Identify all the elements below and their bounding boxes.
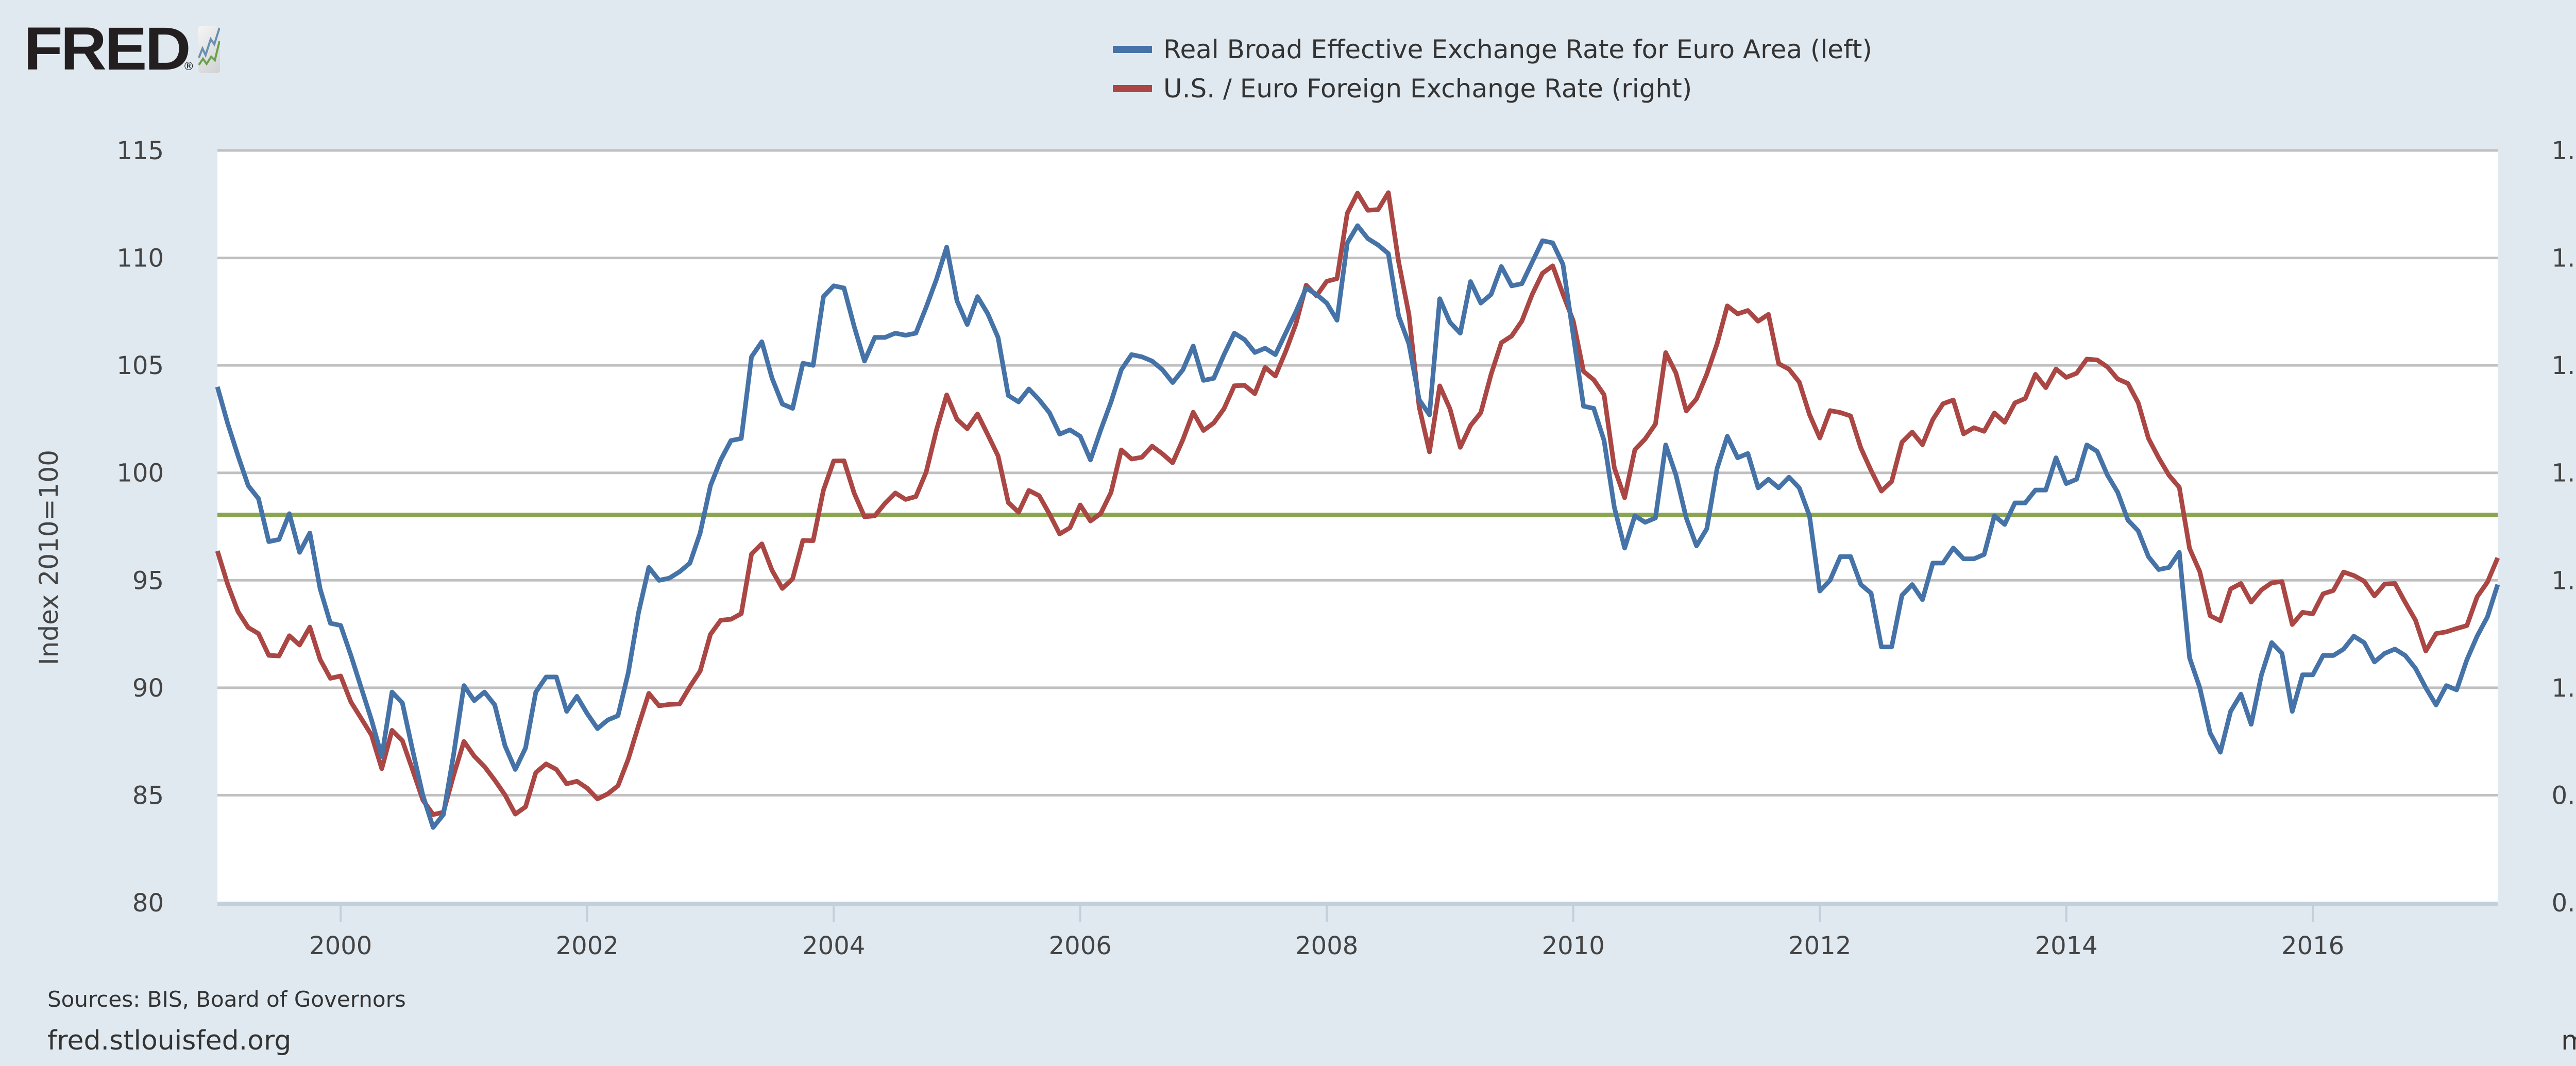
sources-note: Sources: BIS, Board of Governors	[47, 987, 406, 1012]
x-axis-tick-label: 2008	[1295, 932, 1358, 960]
left-axis-tick-label: 80	[132, 889, 164, 918]
chart-legend: Real Broad Effective Exchange Rate for E…	[1113, 30, 1872, 108]
right-axis-tick-label: 0.875	[2552, 781, 2576, 810]
right-axis-tick-label: 0.750	[2552, 889, 2576, 918]
x-axis-tick-label: 2012	[1788, 932, 1851, 960]
right-axis-ticks: 0.750 0.875 1.000 1.125 1.250 1.375 1.500 1.625	[2552, 137, 2576, 918]
gridlines	[217, 149, 2498, 797]
left-axis-tick-label: 115	[116, 137, 164, 165]
right-axis-tick-label: 1.250	[2552, 459, 2576, 488]
right-axis-tick-label: 1.500	[2552, 244, 2576, 273]
legend-swatch-blue	[1113, 46, 1152, 53]
left-axis-tick-label: 100	[116, 459, 164, 488]
plot-area	[217, 150, 2498, 903]
registered-mark: ®	[183, 60, 195, 73]
x-axis-tick-label: 2006	[1049, 932, 1112, 960]
legend-label: Real Broad Effective Exchange Rate for E…	[1163, 35, 1872, 64]
x-axis-tick-label: 2000	[309, 932, 372, 960]
fred-logo[interactable]: FRED ®	[24, 15, 221, 83]
series-line-us-euro-rate	[215, 190, 2500, 817]
left-axis-tick-label: 85	[132, 781, 164, 810]
left-axis-title: Index 2010=100	[34, 450, 64, 665]
series-line-real-broad-eer	[215, 223, 2500, 830]
left-axis-tick-label: 95	[132, 566, 164, 595]
line-chart-icon	[198, 26, 221, 73]
right-axis-tick-label: 1.375	[2552, 351, 2576, 380]
legend-item-left-series[interactable]: Real Broad Effective Exchange Rate for E…	[1113, 30, 1872, 69]
left-axis-ticks: 80 85 90 95 100 105 110 115	[116, 137, 164, 918]
x-axis-tick-label: 2014	[2035, 932, 2098, 960]
x-axis-tick-label: 2010	[1542, 932, 1605, 960]
short-link[interactable]: myf.red/g/fr7z	[2561, 1025, 2576, 1056]
site-link[interactable]: fred.stlouisfed.org	[47, 1025, 292, 1056]
right-axis-tick-label: 1.125	[2552, 566, 2576, 595]
x-axis-ticks: 2000 2002 2004 2006 2008 2010 2012 2014 2016	[309, 903, 2344, 960]
left-axis-tick-label: 105	[116, 351, 164, 380]
left-axis-tick-label: 110	[116, 244, 164, 273]
x-axis-tick-label: 2002	[556, 932, 619, 960]
left-axis-tick-label: 90	[132, 674, 164, 703]
x-axis-tick-label: 2004	[802, 932, 865, 960]
right-axis-tick-label: 1.625	[2552, 137, 2576, 165]
legend-label: U.S. / Euro Foreign Exchange Rate (right…	[1163, 74, 1692, 104]
legend-swatch-red	[1113, 85, 1152, 92]
right-axis-tick-label: 1.000	[2552, 674, 2576, 703]
logo-text: FRED	[24, 15, 191, 83]
x-axis-tick-label: 2016	[2281, 932, 2344, 960]
legend-item-right-series[interactable]: U.S. / Euro Foreign Exchange Rate (right…	[1113, 69, 1872, 108]
